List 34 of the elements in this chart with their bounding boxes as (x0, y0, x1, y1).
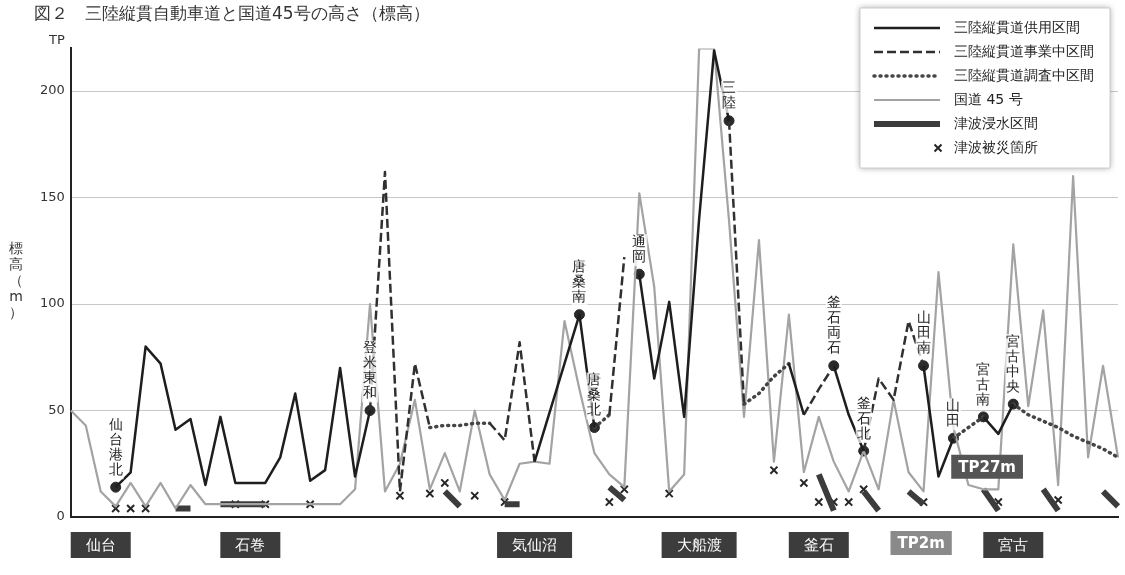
text: TP (48, 31, 65, 47)
x-tick-label: 大船渡 (676, 535, 722, 554)
data-label: 宮古中央 (1006, 332, 1021, 394)
data-label: 仙台港北 (108, 415, 123, 477)
data-label: 山田南 (916, 309, 931, 356)
x-tick-label: 仙台 (85, 535, 116, 554)
data-label: 三陸 (722, 79, 737, 111)
legend-label: 三陸縦貫道事業中区間 (954, 42, 1094, 59)
y-tick-label: 0 (56, 508, 65, 524)
data-label: 登米東和 (363, 339, 378, 401)
legend-label: 津波被災箇所 (954, 138, 1038, 155)
data-label: 釜石両石 (826, 294, 841, 356)
chart-title: 図２ 三陸縦貫自動車道と国道45号の高さ（標高） (34, 2, 430, 23)
y-tick-label: 150 (39, 188, 65, 204)
x-tick-label: 気仙沼 (512, 535, 558, 554)
data-label: 通岡 (632, 232, 647, 264)
annotation: TP27m (958, 457, 1016, 476)
y-axis-title: 標高（m） (9, 240, 23, 321)
y-tick-label: 100 (39, 295, 65, 311)
data-label: 釜石北 (856, 394, 871, 441)
x-tick-label: 宮古 (998, 535, 1029, 554)
y-tick-label: 50 (48, 401, 65, 417)
data-label: 唐桑北 (587, 371, 602, 418)
legend-label: 三陸縦貫道調査中区間 (954, 66, 1094, 83)
legend-label: 三陸縦貫道供用区間 (954, 18, 1080, 35)
x-tick-label: 石巻 (235, 535, 266, 554)
y-tick-label: 200 (39, 82, 65, 98)
x-tick-label: 釜石 (803, 535, 834, 554)
data-label: 山田 (946, 396, 961, 428)
data-label: 宮古南 (976, 360, 991, 407)
text: TP2m (897, 533, 945, 552)
legend-label: 津波浸水区間 (954, 114, 1038, 131)
legend-label: 国道 45 号 (954, 90, 1023, 107)
data-label: 唐桑南 (572, 258, 587, 305)
